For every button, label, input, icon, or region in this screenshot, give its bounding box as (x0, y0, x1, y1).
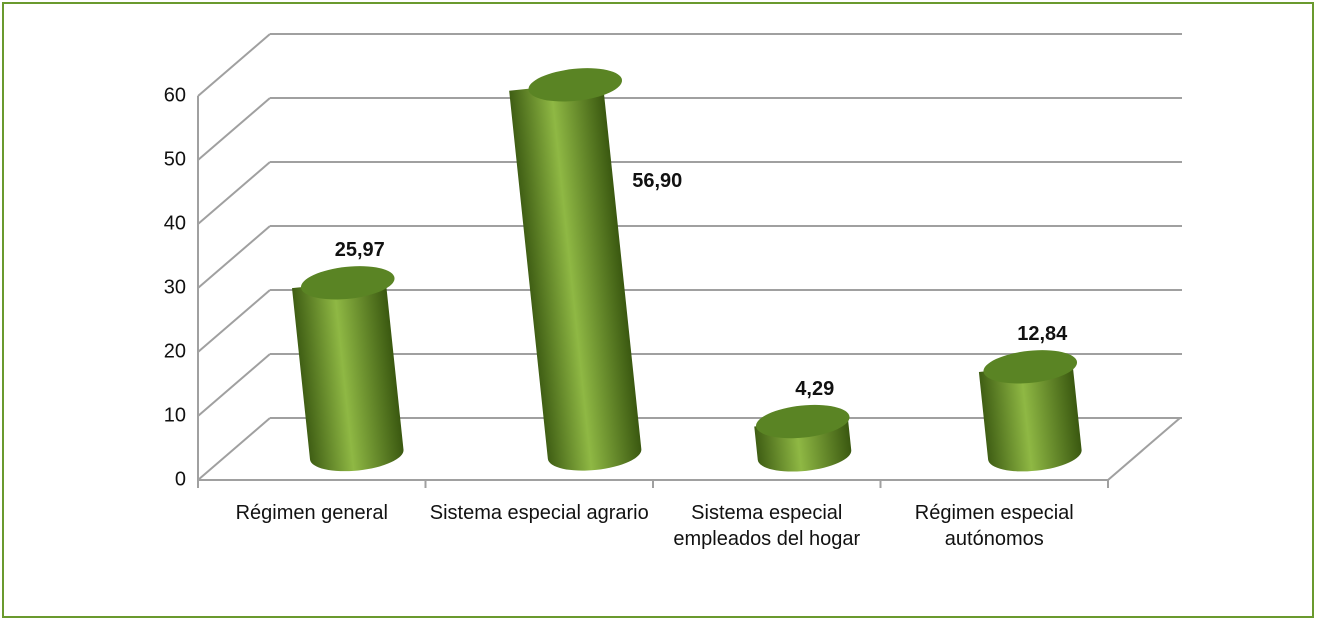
grid-line (197, 353, 271, 417)
bar (978, 350, 1082, 472)
bar (292, 266, 404, 472)
cylinder-top (528, 68, 623, 102)
grid-line (197, 225, 271, 289)
value-label: 56,90 (632, 170, 682, 192)
grid-line (197, 417, 271, 481)
grid-line (197, 33, 271, 97)
x-tick-label: Régimen especial autónomos (914, 502, 1074, 550)
cylinder-top (755, 404, 850, 439)
y-tick-label: 40 (164, 212, 186, 234)
y-tick-label: 50 (164, 148, 186, 170)
grid-line (197, 161, 271, 225)
x-tick-label: Sistema especial empleados del hogar (673, 502, 861, 550)
cylinder-top (983, 350, 1078, 384)
bar (509, 68, 642, 471)
y-tick-label: 20 (164, 340, 186, 362)
cylinder-body (509, 80, 642, 471)
cylinder-top (300, 266, 395, 300)
y-tick-label: 60 (164, 84, 186, 106)
y-tick-label: 0 (175, 468, 186, 490)
value-label: 4,29 (795, 378, 834, 400)
bar (754, 404, 852, 472)
value-label: 25,97 (335, 239, 385, 261)
floor-edge (1107, 417, 1181, 481)
value-label: 12,84 (1017, 323, 1068, 345)
x-tick-label: Régimen general (235, 502, 388, 524)
grid-line (197, 289, 271, 353)
cylinder-body (978, 362, 1082, 472)
cylinder-body (292, 278, 404, 472)
x-tick-label: Sistema especial agrario (429, 502, 649, 524)
y-tick-label: 30 (164, 276, 186, 298)
grid-line (197, 97, 271, 161)
y-tick-label: 10 (164, 404, 186, 426)
